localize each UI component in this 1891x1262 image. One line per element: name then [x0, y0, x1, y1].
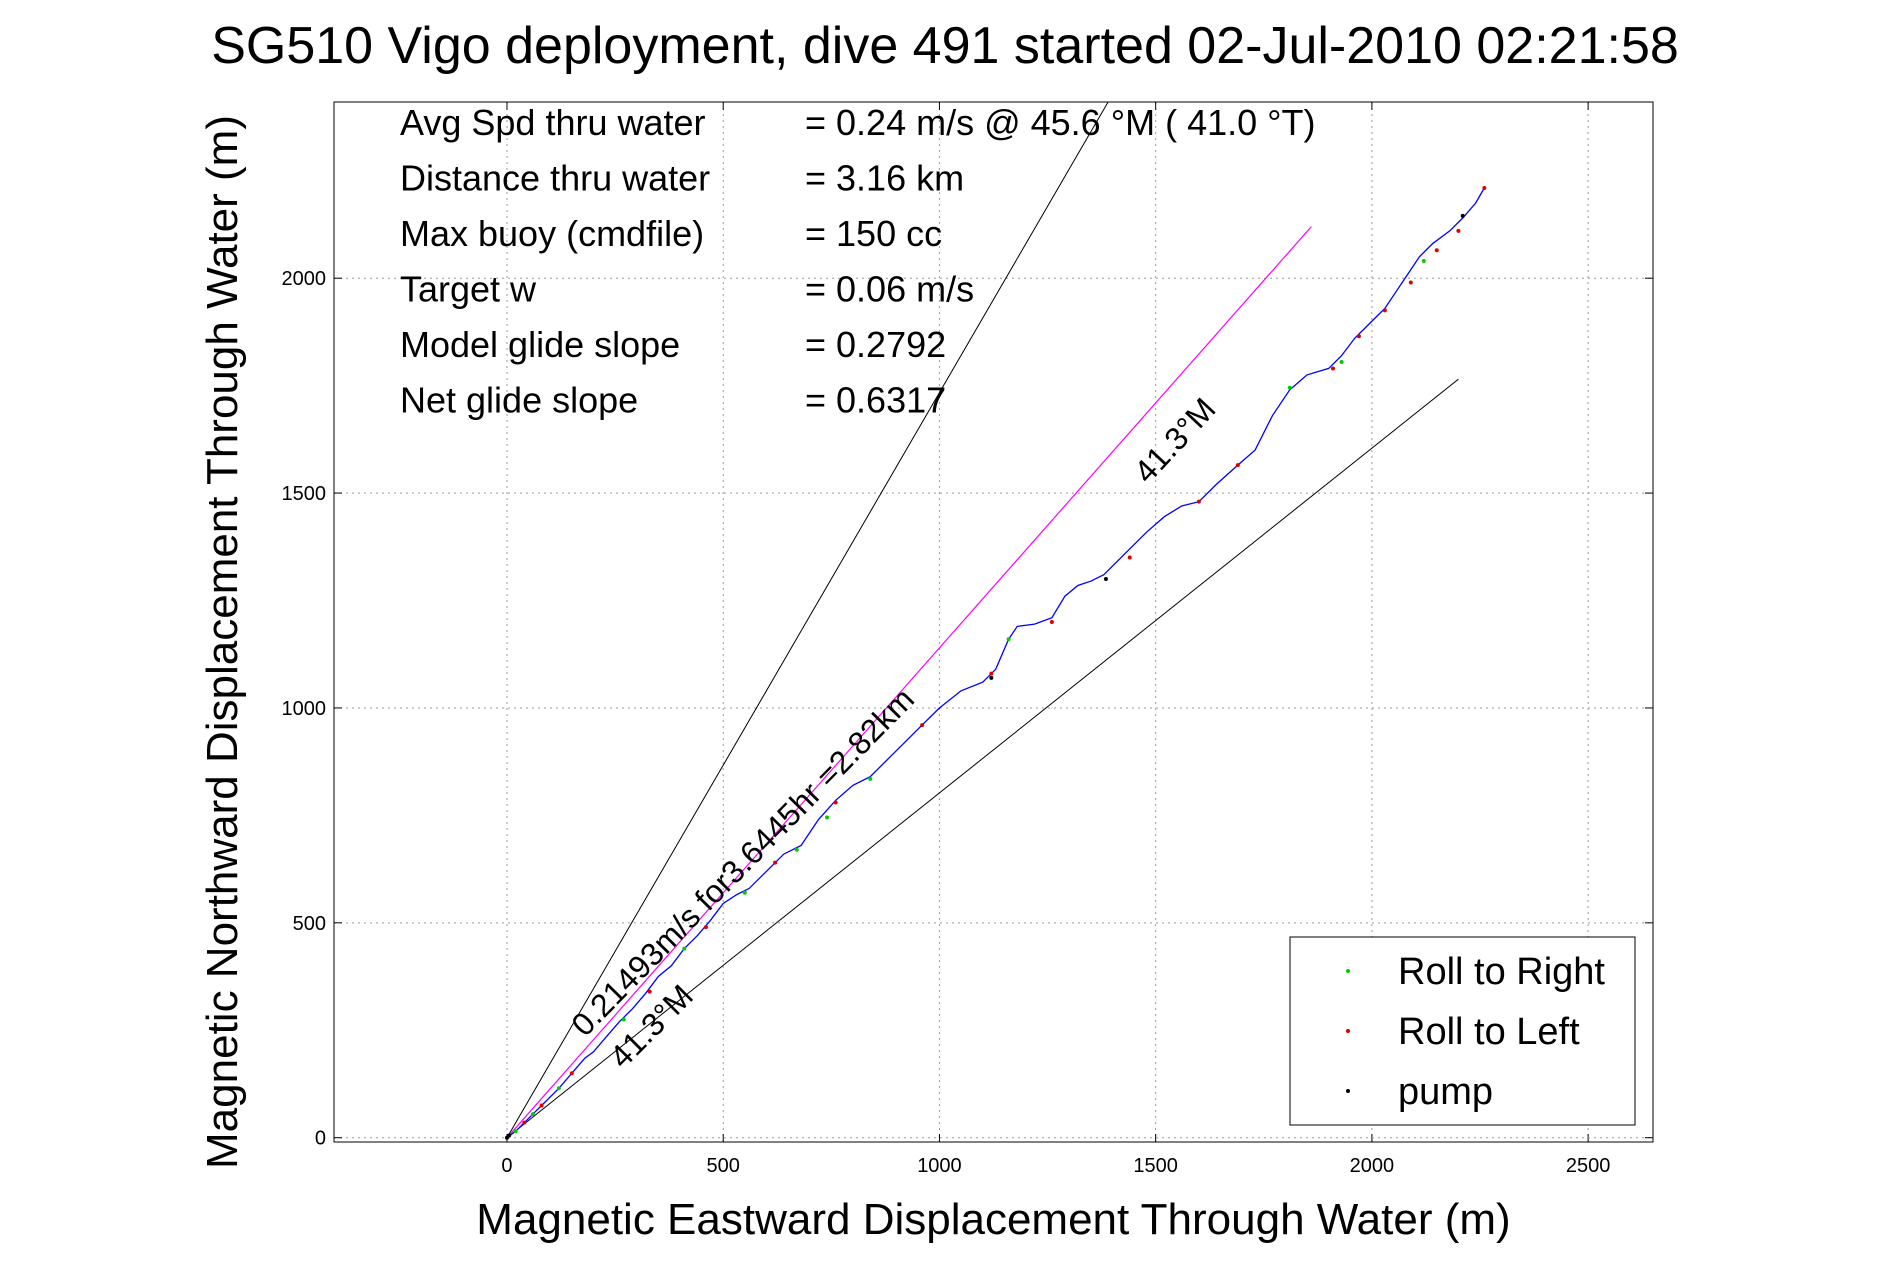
y-tick-label: 1000 [282, 698, 327, 720]
roll-left-marker [1456, 228, 1461, 233]
roll-right-marker [621, 1017, 626, 1022]
roll-left-marker [1196, 499, 1201, 504]
legend: Roll to Right Roll to Left pump [1289, 936, 1636, 1126]
info-label: Net glide slope [400, 380, 638, 421]
info-label: Target w [400, 269, 537, 310]
legend-label-pump: pump [1398, 1071, 1493, 1113]
roll-right-marker [1287, 385, 1292, 390]
info-value: = 150 cc [805, 213, 942, 254]
info-value: = 0.06 m/s [805, 269, 974, 310]
info-value: = 3.16 km [805, 158, 964, 199]
legend-marker-pump [1346, 1089, 1350, 1093]
legend-marker-roll-left [1346, 1029, 1350, 1033]
heading-line [506, 226, 1312, 1139]
pump-marker [1103, 577, 1108, 582]
bracket-line-upper [506, 101, 1109, 1138]
info-value: = 0.2792 [805, 324, 946, 365]
grid [334, 102, 1653, 1142]
roll-left-marker [703, 925, 708, 930]
legend-marker-roll-right [1346, 969, 1350, 973]
pump-marker [1460, 213, 1465, 218]
info-label: Model glide slope [400, 324, 680, 365]
roll-left-marker [773, 860, 778, 865]
info-value: = 0.6317 [805, 380, 946, 421]
roll-right-marker [868, 776, 873, 781]
track-line [506, 187, 1485, 1139]
roll-right-marker [742, 890, 747, 895]
x-tick-label: 0 [501, 1155, 512, 1177]
info-block: Avg Spd thru water = 0.24 m/s @ 45.6 °M (… [400, 102, 1316, 421]
reference-lines [506, 101, 1459, 1139]
roll-left-marker [539, 1103, 544, 1108]
roll-left-marker [569, 1071, 574, 1076]
y-tick-label: 500 [293, 913, 326, 935]
roll-right-marker [530, 1112, 535, 1117]
roll-right-marker [556, 1086, 561, 1091]
roll-right-marker [1339, 360, 1344, 364]
roll-left-marker [1482, 185, 1487, 190]
roll-left-marker [522, 1120, 527, 1125]
roll-left-marker [833, 800, 838, 805]
roll-right-marker [1006, 637, 1011, 642]
roll-left-marker [1049, 620, 1054, 624]
roll-left-marker [1330, 366, 1335, 371]
x-tick-label: 2000 [1350, 1155, 1395, 1177]
bracket-line-lower [506, 378, 1459, 1139]
roll-right-marker [1421, 259, 1426, 264]
info-label: Avg Spd thru water [400, 102, 706, 143]
legend-label-roll-left: Roll to Left [1398, 1011, 1580, 1053]
x-axis-label: Magnetic Eastward Displacement Through W… [476, 1195, 1510, 1244]
info-label: Distance thru water [400, 158, 710, 199]
roll-left-marker [920, 723, 925, 728]
chart-title: SG510 Vigo deployment, dive 491 started … [211, 17, 1679, 75]
y-tick-label: 0 [315, 1128, 326, 1150]
marker-layer [504, 185, 1487, 1140]
info-value: = 0.24 m/s @ 45.6 °M ( 41.0 °T) [805, 102, 1316, 143]
roll-left-marker [989, 671, 994, 676]
plot-frame [333, 101, 1654, 1143]
roll-right-marker [513, 1129, 518, 1134]
tick-labels: 0 500 1000 1500 2000 2500 0 500 1000 1500 2000 [282, 268, 1611, 1177]
roll-left-marker [1235, 463, 1240, 468]
roll-right-marker [825, 815, 830, 820]
pump-marker [989, 675, 994, 680]
x-tick-label: 1000 [917, 1155, 962, 1177]
roll-left-marker [1434, 248, 1439, 253]
roll-right-marker [682, 946, 687, 951]
roll-left-marker [1356, 334, 1361, 339]
pump-marker [507, 1133, 512, 1138]
roll-left-marker [647, 989, 652, 994]
legend-label-roll-right: Roll to Right [1398, 951, 1605, 993]
series-layer [506, 187, 1485, 1139]
roll-left-marker [1127, 555, 1132, 560]
roll-right-marker [794, 847, 799, 852]
x-tick-label: 1500 [1133, 1155, 1178, 1177]
roll-left-marker [1408, 280, 1413, 285]
y-axis-label: Magnetic Northward Displacement Through … [198, 115, 247, 1169]
info-label: Max buoy (cmdfile) [400, 213, 704, 254]
y-tick-label: 2000 [282, 268, 327, 290]
x-tick-label: 2500 [1566, 1155, 1611, 1177]
roll-left-marker [1382, 308, 1387, 313]
x-tick-label: 500 [707, 1155, 740, 1177]
y-tick-label: 1500 [282, 483, 327, 505]
